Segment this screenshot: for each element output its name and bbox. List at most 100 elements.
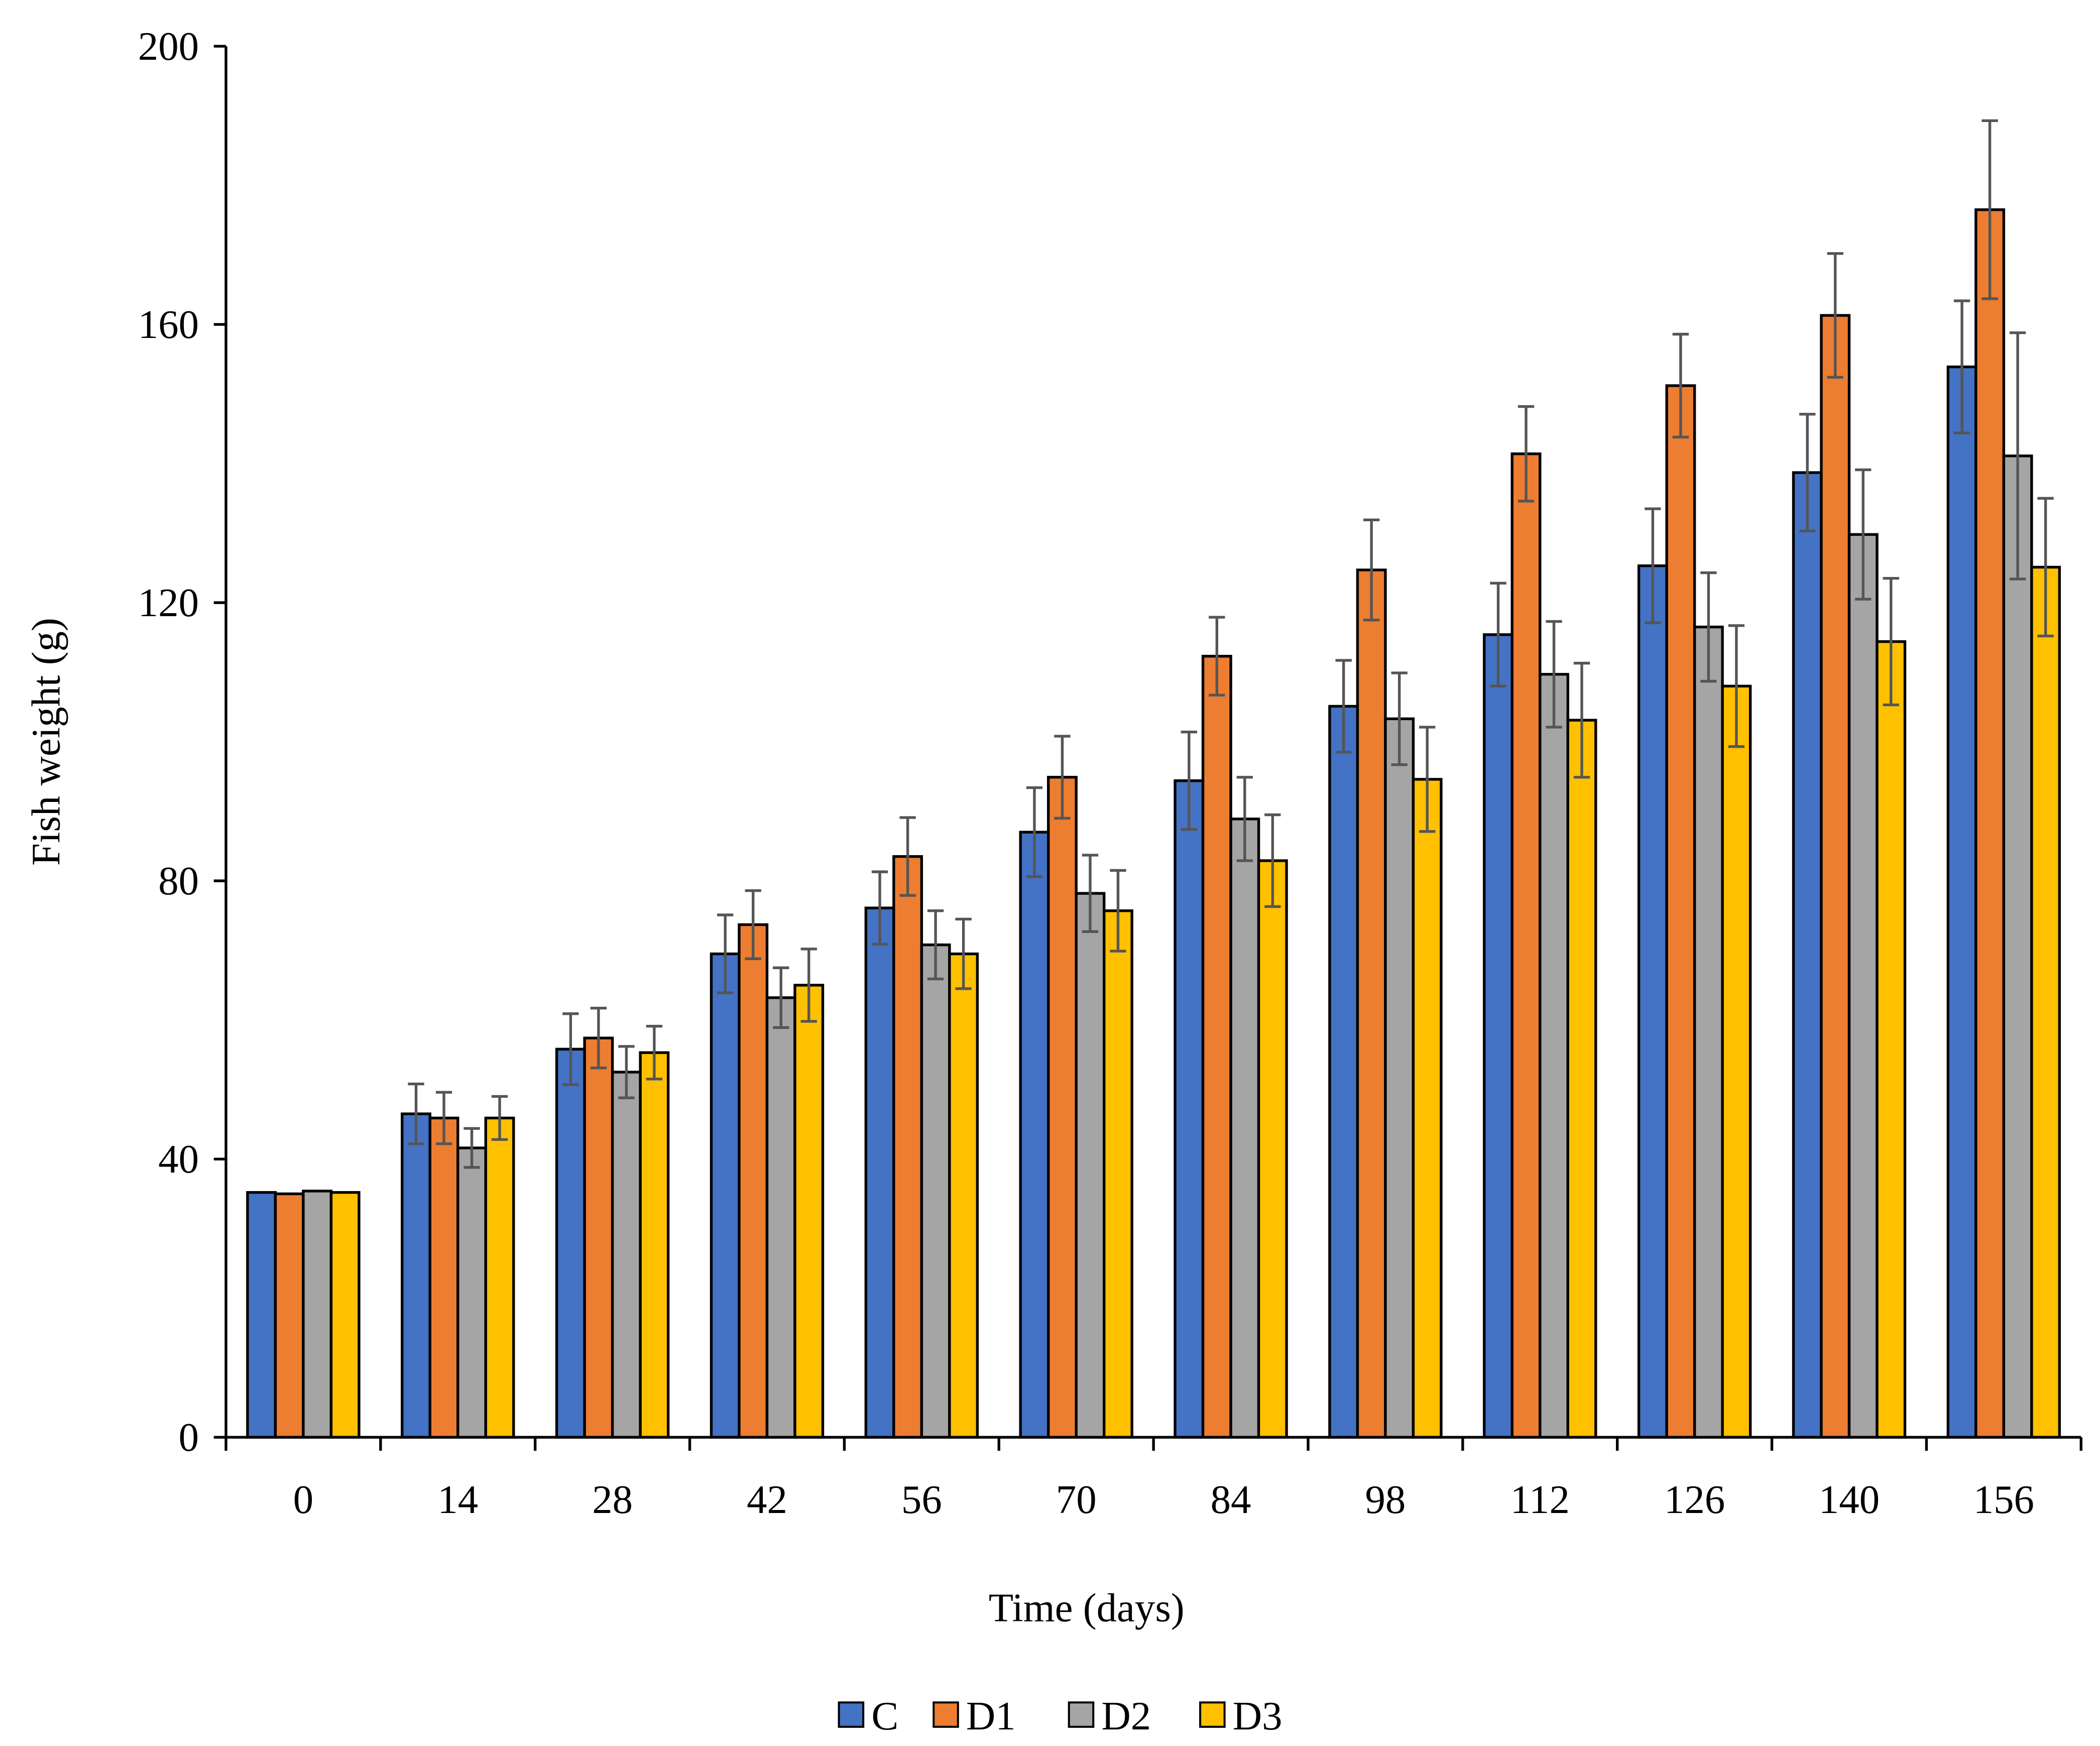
error-bar-C-day-156	[1953, 299, 1970, 434]
bar-C-day-156	[1946, 365, 1977, 1439]
legend-swatch-D1	[932, 1701, 959, 1728]
error-bar-D2-day-126	[1700, 571, 1717, 683]
error-bar-D1-day-140	[1827, 252, 1843, 379]
x-tick-label: 156	[1973, 1477, 2034, 1522]
error-bar-C-day-98	[1335, 659, 1352, 754]
error-bar-D3-day-70	[1110, 869, 1126, 953]
bar-D1-day-156	[1974, 208, 2006, 1439]
x-tick-label: 140	[1819, 1477, 1880, 1522]
bar-D3-day-70	[1103, 909, 1133, 1439]
bar-C-day-98	[1328, 705, 1359, 1439]
error-bar-C-day-42	[717, 913, 734, 994]
bar-C-day-0	[246, 1191, 277, 1439]
bar-C-day-84	[1174, 779, 1205, 1439]
bar-C-day-140	[1792, 471, 1823, 1439]
bar-D1-day-70	[1047, 776, 1078, 1439]
error-bar-D1-day-56	[899, 816, 916, 897]
legend-swatch-D3	[1199, 1701, 1226, 1728]
error-bar-D1-day-14	[435, 1091, 452, 1145]
x-tick-label: 0	[293, 1477, 313, 1522]
legend-swatch-C	[838, 1701, 865, 1728]
bar-D1-day-28	[583, 1036, 614, 1439]
error-bar-C-day-28	[562, 1012, 579, 1086]
error-bar-D2-day-84	[1236, 776, 1253, 862]
error-bars-layer	[408, 119, 2054, 1169]
bar-C-day-112	[1483, 633, 1513, 1439]
x-tick-label: 42	[747, 1477, 787, 1522]
error-bar-D1-day-70	[1054, 735, 1071, 820]
bar-C-day-56	[864, 906, 895, 1439]
bar-D3-day-84	[1257, 859, 1288, 1439]
bar-C-day-70	[1019, 831, 1050, 1439]
bar-D1-day-0	[274, 1192, 305, 1439]
y-tick-label: 200	[138, 24, 199, 69]
error-bar-D3-day-84	[1264, 813, 1281, 908]
bar-C-day-14	[401, 1112, 431, 1439]
error-bar-D3-day-42	[800, 948, 817, 1023]
error-bar-D1-day-156	[1981, 119, 1998, 300]
bar-D2-day-14	[456, 1146, 487, 1439]
bar-D1-day-84	[1201, 655, 1232, 1439]
legend-item-C: C	[838, 1694, 898, 1738]
bar-D2-day-28	[611, 1071, 642, 1439]
error-bar-C-day-70	[1026, 786, 1043, 878]
legend-label: C	[871, 1694, 898, 1738]
bar-D2-day-126	[1693, 625, 1724, 1439]
error-bar-D2-day-70	[1082, 854, 1099, 933]
legend-item-D3: D3	[1199, 1694, 1282, 1738]
error-bar-D2-day-28	[618, 1045, 635, 1099]
error-bar-D2-day-42	[773, 966, 789, 1029]
error-bar-C-day-14	[408, 1082, 424, 1145]
bar-D3-day-98	[1412, 778, 1443, 1439]
error-bar-D2-day-156	[2009, 331, 2026, 580]
bar-D2-day-56	[920, 943, 951, 1439]
bar-D1-day-98	[1356, 568, 1387, 1439]
x-tick-label: 28	[592, 1477, 633, 1522]
bar-D1-day-14	[428, 1116, 459, 1439]
x-tick-label: 14	[437, 1477, 478, 1522]
error-bar-D3-day-140	[1883, 576, 1899, 707]
bar-D3-day-42	[793, 984, 825, 1439]
error-bar-D2-day-98	[1391, 671, 1408, 766]
error-bar-D3-day-126	[1728, 624, 1745, 748]
bar-D3-day-28	[639, 1051, 670, 1439]
error-bar-D2-day-14	[463, 1127, 480, 1169]
y-tick-label: 40	[158, 1137, 199, 1182]
legend-label: D3	[1233, 1694, 1282, 1738]
error-bar-C-day-56	[871, 870, 888, 946]
bar-D3-day-14	[484, 1116, 515, 1439]
bar-D3-day-156	[2030, 565, 2061, 1439]
axes-layer: 0 40 80 120 160 200 0 14 28 42 56 70 84 98 112 126 140 15…	[138, 24, 2082, 1522]
bar-D2-day-156	[2002, 454, 2033, 1439]
legend-item-D1: D1	[932, 1694, 1016, 1738]
bar-D3-day-56	[948, 952, 979, 1439]
bars-layer	[246, 208, 2061, 1439]
error-bar-D2-day-112	[1546, 620, 1562, 729]
error-bar-C-day-112	[1490, 581, 1506, 688]
x-tick-label: 98	[1365, 1477, 1406, 1522]
error-bar-D1-day-84	[1209, 616, 1225, 697]
error-bar-D3-day-98	[1419, 726, 1436, 833]
error-bar-D3-day-156	[2037, 497, 2054, 638]
legend-swatch-D2	[1068, 1701, 1095, 1728]
x-tick-label: 126	[1664, 1477, 1725, 1522]
legend: C D1 D2 D3	[838, 1694, 1282, 1738]
x-tick-label: 70	[1056, 1477, 1097, 1522]
error-bar-D2-day-56	[927, 909, 944, 981]
bar-D1-day-56	[892, 855, 923, 1439]
bar-D2-day-84	[1229, 818, 1260, 1439]
x-tick-label: 112	[1510, 1477, 1570, 1522]
bar-C-day-126	[1637, 564, 1668, 1439]
bar-D3-day-140	[1876, 640, 1907, 1439]
error-bar-C-day-140	[1799, 413, 1816, 533]
x-tick-label: 56	[901, 1477, 942, 1522]
legend-label: D1	[966, 1694, 1016, 1738]
error-bar-D3-day-28	[646, 1024, 663, 1081]
error-bar-D1-day-98	[1363, 518, 1380, 622]
error-bar-C-day-84	[1181, 731, 1197, 831]
error-bar-D1-day-28	[590, 1006, 607, 1070]
error-bar-D2-day-140	[1855, 468, 1872, 601]
bar-D3-day-0	[329, 1191, 361, 1439]
error-bar-D1-day-126	[1672, 332, 1689, 439]
bar-D1-day-140	[1820, 314, 1851, 1439]
